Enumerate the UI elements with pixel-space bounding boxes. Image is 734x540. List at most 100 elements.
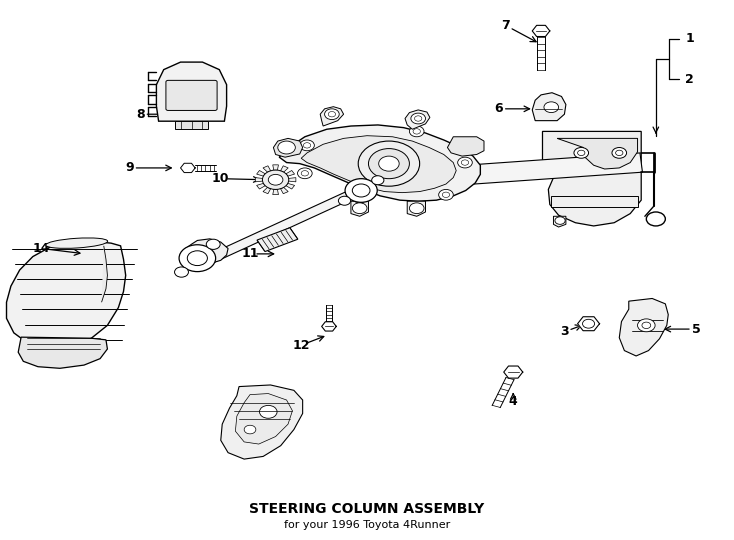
Circle shape bbox=[371, 176, 384, 185]
Circle shape bbox=[574, 147, 589, 158]
Circle shape bbox=[462, 160, 468, 165]
Circle shape bbox=[324, 109, 339, 119]
Text: 7: 7 bbox=[501, 19, 510, 32]
Polygon shape bbox=[542, 131, 642, 226]
Text: 5: 5 bbox=[691, 322, 700, 335]
Polygon shape bbox=[255, 178, 263, 182]
Circle shape bbox=[187, 251, 208, 266]
Polygon shape bbox=[619, 299, 668, 356]
Circle shape bbox=[410, 126, 424, 137]
Circle shape bbox=[175, 267, 189, 277]
Polygon shape bbox=[351, 201, 368, 217]
Circle shape bbox=[263, 170, 288, 190]
Circle shape bbox=[179, 245, 216, 272]
Text: 4: 4 bbox=[509, 395, 517, 408]
Polygon shape bbox=[448, 137, 484, 156]
Polygon shape bbox=[532, 25, 550, 37]
Polygon shape bbox=[280, 166, 288, 172]
Polygon shape bbox=[156, 62, 227, 121]
Polygon shape bbox=[405, 110, 430, 129]
Circle shape bbox=[269, 174, 283, 185]
Circle shape bbox=[277, 141, 295, 154]
Polygon shape bbox=[553, 217, 566, 227]
Circle shape bbox=[413, 129, 421, 134]
Text: 12: 12 bbox=[292, 339, 310, 352]
FancyBboxPatch shape bbox=[166, 80, 217, 111]
Circle shape bbox=[379, 156, 399, 171]
Circle shape bbox=[356, 195, 363, 200]
Polygon shape bbox=[532, 93, 566, 120]
Circle shape bbox=[368, 148, 410, 179]
Polygon shape bbox=[320, 107, 344, 126]
Polygon shape bbox=[263, 187, 271, 194]
Text: 6: 6 bbox=[494, 103, 503, 116]
Circle shape bbox=[443, 192, 450, 198]
Text: 2: 2 bbox=[685, 73, 694, 86]
Polygon shape bbox=[280, 187, 288, 194]
Polygon shape bbox=[221, 385, 302, 459]
Polygon shape bbox=[257, 184, 265, 189]
Polygon shape bbox=[551, 196, 638, 207]
Text: for your 1996 Toyota 4Runner: for your 1996 Toyota 4Runner bbox=[284, 520, 450, 530]
Polygon shape bbox=[263, 166, 271, 172]
Circle shape bbox=[338, 196, 351, 205]
Circle shape bbox=[352, 184, 370, 197]
Polygon shape bbox=[18, 337, 107, 368]
Circle shape bbox=[458, 157, 472, 168]
Circle shape bbox=[638, 319, 655, 332]
Polygon shape bbox=[286, 184, 294, 189]
Polygon shape bbox=[181, 163, 195, 173]
Polygon shape bbox=[101, 246, 107, 302]
Circle shape bbox=[410, 203, 424, 214]
Polygon shape bbox=[273, 138, 302, 157]
Circle shape bbox=[303, 143, 310, 148]
Polygon shape bbox=[279, 125, 480, 201]
Polygon shape bbox=[578, 317, 600, 330]
Text: 14: 14 bbox=[33, 242, 51, 255]
Circle shape bbox=[642, 322, 651, 328]
Circle shape bbox=[555, 217, 565, 224]
Text: 8: 8 bbox=[136, 107, 145, 121]
Text: STEERING COLUMN ASSEMBLY: STEERING COLUMN ASSEMBLY bbox=[250, 502, 484, 516]
Polygon shape bbox=[288, 178, 296, 182]
Polygon shape bbox=[236, 394, 292, 444]
Circle shape bbox=[578, 150, 585, 156]
Circle shape bbox=[439, 190, 454, 200]
Circle shape bbox=[544, 102, 559, 113]
Polygon shape bbox=[286, 171, 294, 176]
Polygon shape bbox=[301, 136, 457, 193]
Circle shape bbox=[299, 140, 314, 151]
Circle shape bbox=[206, 239, 220, 249]
Ellipse shape bbox=[46, 238, 108, 248]
Circle shape bbox=[583, 319, 595, 328]
Polygon shape bbox=[273, 165, 278, 170]
Polygon shape bbox=[407, 201, 426, 217]
Polygon shape bbox=[373, 153, 642, 191]
Circle shape bbox=[352, 203, 367, 214]
Polygon shape bbox=[257, 228, 298, 252]
Text: 1: 1 bbox=[685, 32, 694, 45]
Text: 13: 13 bbox=[249, 427, 266, 440]
Circle shape bbox=[616, 150, 623, 156]
Text: 10: 10 bbox=[212, 172, 230, 185]
Circle shape bbox=[352, 192, 367, 203]
Circle shape bbox=[301, 171, 308, 176]
Circle shape bbox=[345, 179, 377, 202]
Circle shape bbox=[260, 406, 277, 419]
Circle shape bbox=[358, 141, 420, 186]
Polygon shape bbox=[557, 138, 638, 169]
Circle shape bbox=[328, 112, 335, 117]
Polygon shape bbox=[504, 366, 523, 378]
Text: 9: 9 bbox=[125, 161, 134, 174]
Circle shape bbox=[244, 426, 256, 434]
Text: 3: 3 bbox=[560, 325, 569, 338]
Circle shape bbox=[415, 116, 422, 121]
Polygon shape bbox=[205, 192, 351, 264]
Circle shape bbox=[647, 212, 665, 226]
Polygon shape bbox=[273, 190, 278, 194]
Polygon shape bbox=[175, 121, 208, 129]
Circle shape bbox=[411, 113, 426, 124]
Polygon shape bbox=[257, 171, 265, 176]
Circle shape bbox=[612, 147, 627, 158]
Polygon shape bbox=[183, 239, 228, 265]
